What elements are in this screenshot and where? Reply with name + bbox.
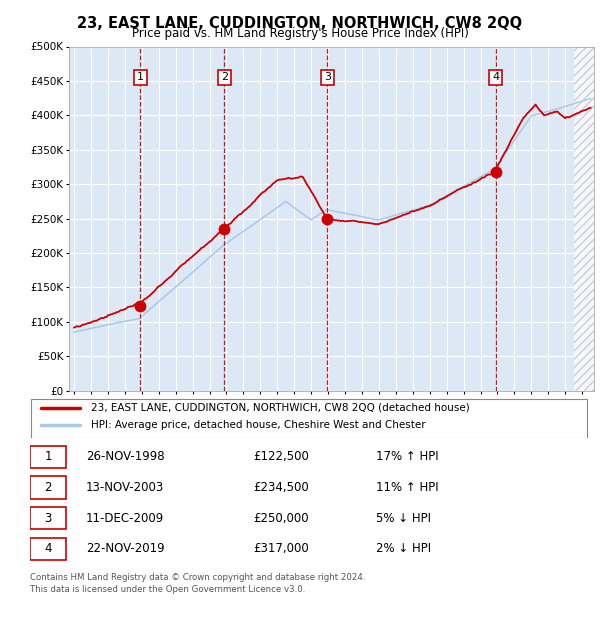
Text: Contains HM Land Registry data © Crown copyright and database right 2024.
This d: Contains HM Land Registry data © Crown c… (30, 574, 365, 595)
Text: 26-NOV-1998: 26-NOV-1998 (86, 450, 164, 463)
Text: 3: 3 (44, 512, 52, 525)
Text: 11% ↑ HPI: 11% ↑ HPI (376, 481, 439, 494)
Text: 2% ↓ HPI: 2% ↓ HPI (376, 542, 431, 556)
FancyBboxPatch shape (30, 476, 66, 498)
Text: 22-NOV-2019: 22-NOV-2019 (86, 542, 164, 556)
Text: Price paid vs. HM Land Registry's House Price Index (HPI): Price paid vs. HM Land Registry's House … (131, 27, 469, 40)
Text: HPI: Average price, detached house, Cheshire West and Chester: HPI: Average price, detached house, Ches… (91, 420, 426, 430)
Text: £234,500: £234,500 (253, 481, 309, 494)
FancyBboxPatch shape (30, 446, 66, 468)
Text: £250,000: £250,000 (253, 512, 309, 525)
Text: 13-NOV-2003: 13-NOV-2003 (86, 481, 164, 494)
Text: 17% ↑ HPI: 17% ↑ HPI (376, 450, 439, 463)
Text: 2: 2 (44, 481, 52, 494)
Text: 11-DEC-2009: 11-DEC-2009 (86, 512, 164, 525)
Text: 4: 4 (44, 542, 52, 556)
FancyBboxPatch shape (30, 507, 66, 529)
Text: 1: 1 (44, 450, 52, 463)
Text: £317,000: £317,000 (253, 542, 309, 556)
FancyBboxPatch shape (31, 399, 587, 438)
Bar (574, 46, 594, 391)
Text: 3: 3 (324, 73, 331, 82)
Text: 5% ↓ HPI: 5% ↓ HPI (376, 512, 431, 525)
Text: 23, EAST LANE, CUDDINGTON, NORTHWICH, CW8 2QQ: 23, EAST LANE, CUDDINGTON, NORTHWICH, CW… (77, 16, 523, 30)
Text: 4: 4 (492, 73, 499, 82)
Text: 23, EAST LANE, CUDDINGTON, NORTHWICH, CW8 2QQ (detached house): 23, EAST LANE, CUDDINGTON, NORTHWICH, CW… (91, 403, 470, 413)
Text: 1: 1 (137, 73, 144, 82)
Text: £122,500: £122,500 (253, 450, 309, 463)
FancyBboxPatch shape (30, 538, 66, 560)
Text: 2: 2 (221, 73, 228, 82)
